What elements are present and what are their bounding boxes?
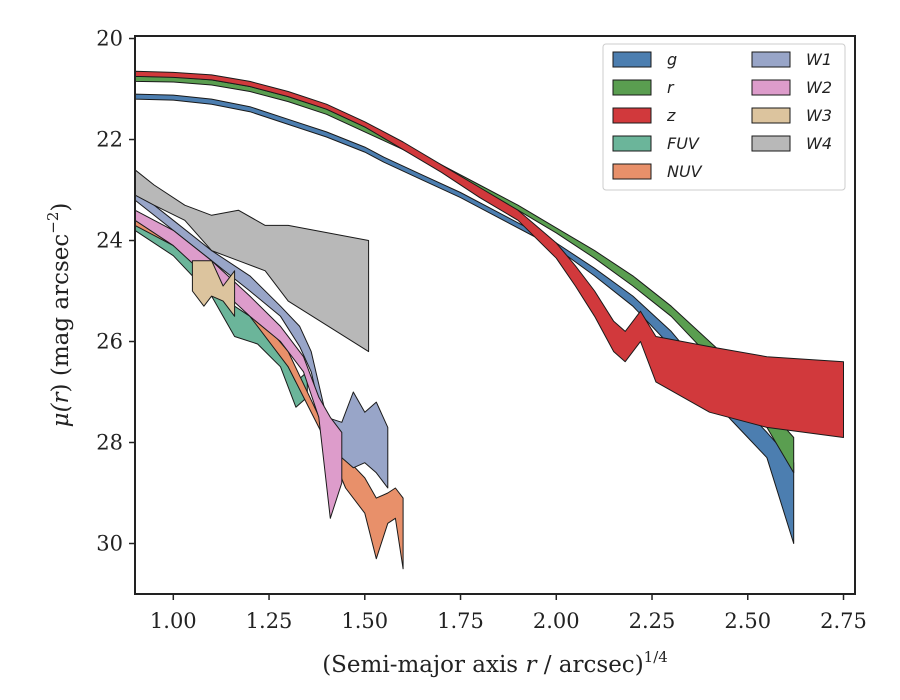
legend-label-z: z [666, 106, 676, 125]
y-axis: 20 22 24 26 28 30 [96, 27, 135, 556]
plot-frame [134, 35, 856, 595]
series-band-z [134, 70, 844, 438]
series-band-g [134, 93, 795, 544]
legend-swatch-z [612, 107, 652, 124]
y-tick-label: 24 [96, 229, 123, 253]
legend-swatch-r [612, 79, 652, 96]
x-tick-label: 1.50 [341, 609, 388, 633]
x-axis: 1.00 1.25 1.50 1.75 2.00 2.25 2.50 2.75 [150, 594, 867, 633]
legend-label-w3: W3 [806, 106, 832, 125]
series-bands [134, 70, 844, 570]
x-tick-label: 1.00 [150, 609, 197, 633]
y-tick-label: 26 [96, 330, 123, 354]
legend-swatch-nuv [612, 163, 652, 180]
legend-label-g: g [667, 50, 677, 69]
legend-label-fuv: FUV [667, 134, 700, 153]
x-tick-label: 1.75 [437, 609, 484, 633]
y-tick-label: 22 [96, 128, 123, 152]
series-band-w3 [191, 260, 236, 317]
legend-swatch-w3 [751, 107, 791, 124]
legend-swatch-w4 [751, 135, 791, 152]
x-tick-label: 2.00 [533, 609, 580, 633]
legend-label-w4: W4 [806, 134, 832, 153]
legend-label-w1: W1 [806, 50, 832, 69]
legend-label-w2: W2 [806, 78, 832, 97]
legend-swatch-g [612, 51, 652, 68]
x-tick-label: 2.25 [629, 609, 676, 633]
x-tick-label: 2.50 [724, 609, 771, 633]
legend-label-r: r [667, 78, 675, 97]
legend: grz FUV NUV W1 W2 W3 W4 [602, 43, 846, 191]
legend-label-nuv: NUV [667, 162, 703, 181]
series-band-w4 [134, 169, 370, 353]
x-tick-label: 2.75 [820, 609, 867, 633]
y-axis-title: μ(r) (mag arcsec−2) [44, 203, 74, 428]
legend-swatch-w2 [751, 79, 791, 96]
x-tick-label: 1.25 [246, 609, 293, 633]
y-tick-label: 30 [96, 532, 123, 556]
x-axis-title: (Semi-major axis r / arcsec)1/4 [322, 648, 668, 678]
y-tick-label: 28 [96, 431, 123, 455]
legend-swatch-w1 [751, 51, 791, 68]
legend-swatch-fuv [612, 135, 652, 152]
y-tick-label: 20 [96, 27, 123, 51]
